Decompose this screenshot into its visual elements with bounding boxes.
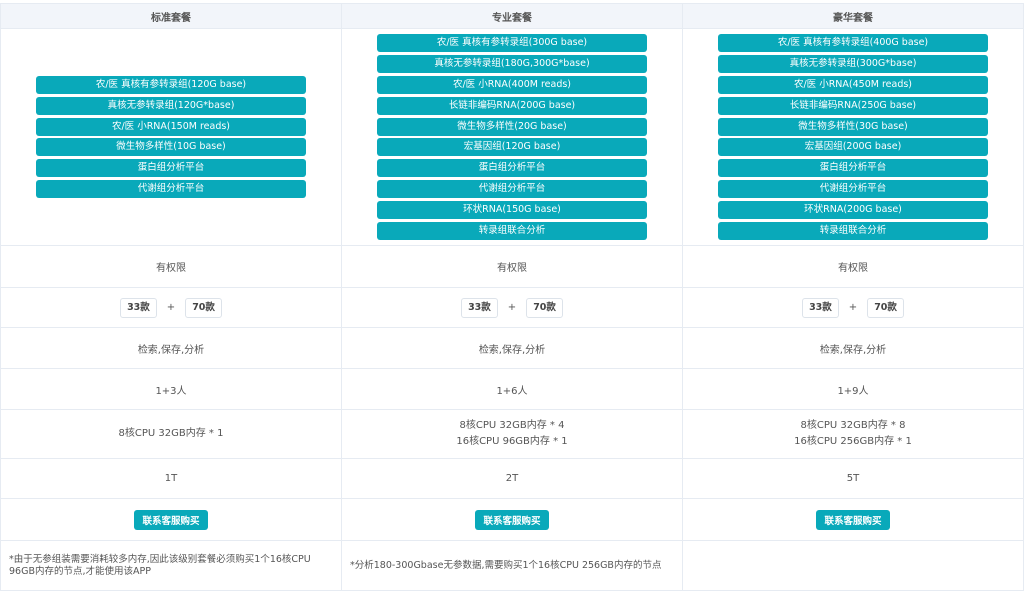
service-tag[interactable]: 代谢组分析平台: [377, 179, 647, 198]
plan-note: [682, 540, 1024, 591]
plan-note: *由于无参组装需要消耗较多内存,因此该级别套餐必须购买1个16核CPU 96GB…: [0, 540, 342, 591]
service-tag[interactable]: 农/医 小RNA(400M reads): [377, 76, 647, 94]
services-cell: 农/医 真核有参转录组(400G base) 真核无参转录组(300G*base)…: [682, 28, 1024, 246]
contact-buy-button[interactable]: 联系客服购买: [816, 509, 890, 530]
service-tag[interactable]: 微生物多样性(30G base): [718, 117, 988, 136]
service-tag[interactable]: 转录组联合分析: [377, 221, 647, 240]
users-cell: 1+6人: [341, 368, 683, 410]
service-tag[interactable]: 微生物多样性(20G base): [377, 117, 647, 136]
service-tag[interactable]: 农/医 真核有参转录组(400G base): [718, 34, 988, 53]
service-tag[interactable]: 蛋白组分析平台: [377, 159, 647, 178]
plan-header: 标准套餐: [0, 3, 342, 29]
service-tag[interactable]: 蛋白组分析平台: [36, 159, 306, 178]
plus-sign: +: [166, 301, 176, 313]
tools-count-badge: 33款: [802, 297, 839, 318]
tools-count-badge: 33款: [120, 297, 157, 318]
users-cell: 1+9人: [682, 368, 1024, 410]
plan-header: 豪华套餐: [682, 3, 1024, 29]
services-cell: 农/医 真核有参转录组(120G base) 真核无参转录组(120G*base)…: [0, 28, 342, 246]
service-tag[interactable]: 长链非编码RNA(200G base): [377, 96, 647, 115]
service-tag[interactable]: 农/医 小RNA(150M reads): [36, 117, 306, 136]
service-tag[interactable]: 代谢组分析平台: [718, 179, 988, 198]
users-cell: 1+3人: [0, 368, 342, 410]
service-tag[interactable]: 蛋白组分析平台: [718, 159, 988, 178]
compute-cell: 8核CPU 32GB内存 * 4 16核CPU 96GB内存 * 1: [341, 409, 683, 459]
contact-buy-button[interactable]: 联系客服购买: [134, 509, 208, 530]
permission-cell: 有权限: [0, 245, 342, 288]
tools-cell: 33款 +70款: [341, 287, 683, 328]
contact-buy-button[interactable]: 联系客服购买: [475, 509, 549, 530]
compute-cell: 8核CPU 32GB内存 * 1: [0, 409, 342, 459]
service-tag[interactable]: 转录组联合分析: [718, 221, 988, 240]
service-tag[interactable]: 真核无参转录组(120G*base): [36, 96, 306, 115]
tools-cell: 33款 +70款: [0, 287, 342, 328]
functions-cell: 检索,保存,分析: [682, 327, 1024, 369]
compute-spec: 8核CPU 32GB内存 * 8: [800, 420, 906, 431]
services-cell: 农/医 真核有参转录组(300G base) 真核无参转录组(180G,300G*…: [341, 28, 683, 246]
plan-header: 专业套餐: [341, 3, 683, 29]
compute-spec: 16核CPU 256GB内存 * 1: [794, 436, 912, 447]
compute-spec: 8核CPU 32GB内存 * 4: [459, 420, 565, 431]
tools-count-badge: 70款: [185, 297, 222, 318]
service-list: 农/医 真核有参转录组(120G base) 真核无参转录组(120G*base)…: [1, 76, 341, 198]
service-tag[interactable]: 代谢组分析平台: [36, 179, 306, 198]
buy-cell: 联系客服购买: [341, 498, 683, 541]
tools-count-badge: 70款: [867, 297, 904, 318]
plan-note: *分析180-300Gbase无参数据,需要购买1个16核CPU 256GB内存…: [341, 540, 683, 591]
service-tag[interactable]: 真核无参转录组(180G,300G*base): [377, 55, 647, 74]
service-tag[interactable]: 宏基因组(200G base): [718, 138, 988, 157]
service-list: 农/医 真核有参转录组(300G base) 真核无参转录组(180G,300G*…: [342, 34, 682, 240]
service-tag[interactable]: 长链非编码RNA(250G base): [718, 96, 988, 115]
service-list: 农/医 真核有参转录组(400G base) 真核无参转录组(300G*base)…: [683, 34, 1023, 240]
tools-count-badge: 70款: [526, 297, 563, 318]
service-tag[interactable]: 宏基因组(120G base): [377, 138, 647, 157]
permission-cell: 有权限: [682, 245, 1024, 288]
plus-sign: +: [507, 301, 517, 313]
plan-comparison-table: 标准套餐 专业套餐 豪华套餐 农/医 真核有参转录组(120G base) 真核无参转…: [0, 3, 1024, 591]
compute-spec: 16核CPU 96GB内存 * 1: [456, 436, 568, 447]
storage-cell: 5T: [682, 458, 1024, 499]
service-tag[interactable]: 环状RNA(200G base): [718, 200, 988, 219]
storage-cell: 2T: [341, 458, 683, 499]
compute-spec: 8核CPU 32GB内存 * 1: [118, 428, 224, 439]
buy-cell: 联系客服购买: [682, 498, 1024, 541]
service-tag[interactable]: 农/医 真核有参转录组(300G base): [377, 34, 647, 53]
service-tag[interactable]: 微生物多样性(10G base): [36, 138, 306, 157]
storage-cell: 1T: [0, 458, 342, 499]
compute-cell: 8核CPU 32GB内存 * 8 16核CPU 256GB内存 * 1: [682, 409, 1024, 459]
service-tag[interactable]: 农/医 小RNA(450M reads): [718, 76, 988, 94]
service-tag[interactable]: 真核无参转录组(300G*base): [718, 55, 988, 74]
tools-cell: 33款 +70款: [682, 287, 1024, 328]
tools-count-badge: 33款: [461, 297, 498, 318]
permission-cell: 有权限: [341, 245, 683, 288]
buy-cell: 联系客服购买: [0, 498, 342, 541]
service-tag[interactable]: 环状RNA(150G base): [377, 200, 647, 219]
functions-cell: 检索,保存,分析: [341, 327, 683, 369]
plus-sign: +: [848, 301, 858, 313]
service-tag[interactable]: 农/医 真核有参转录组(120G base): [36, 76, 306, 94]
functions-cell: 检索,保存,分析: [0, 327, 342, 369]
